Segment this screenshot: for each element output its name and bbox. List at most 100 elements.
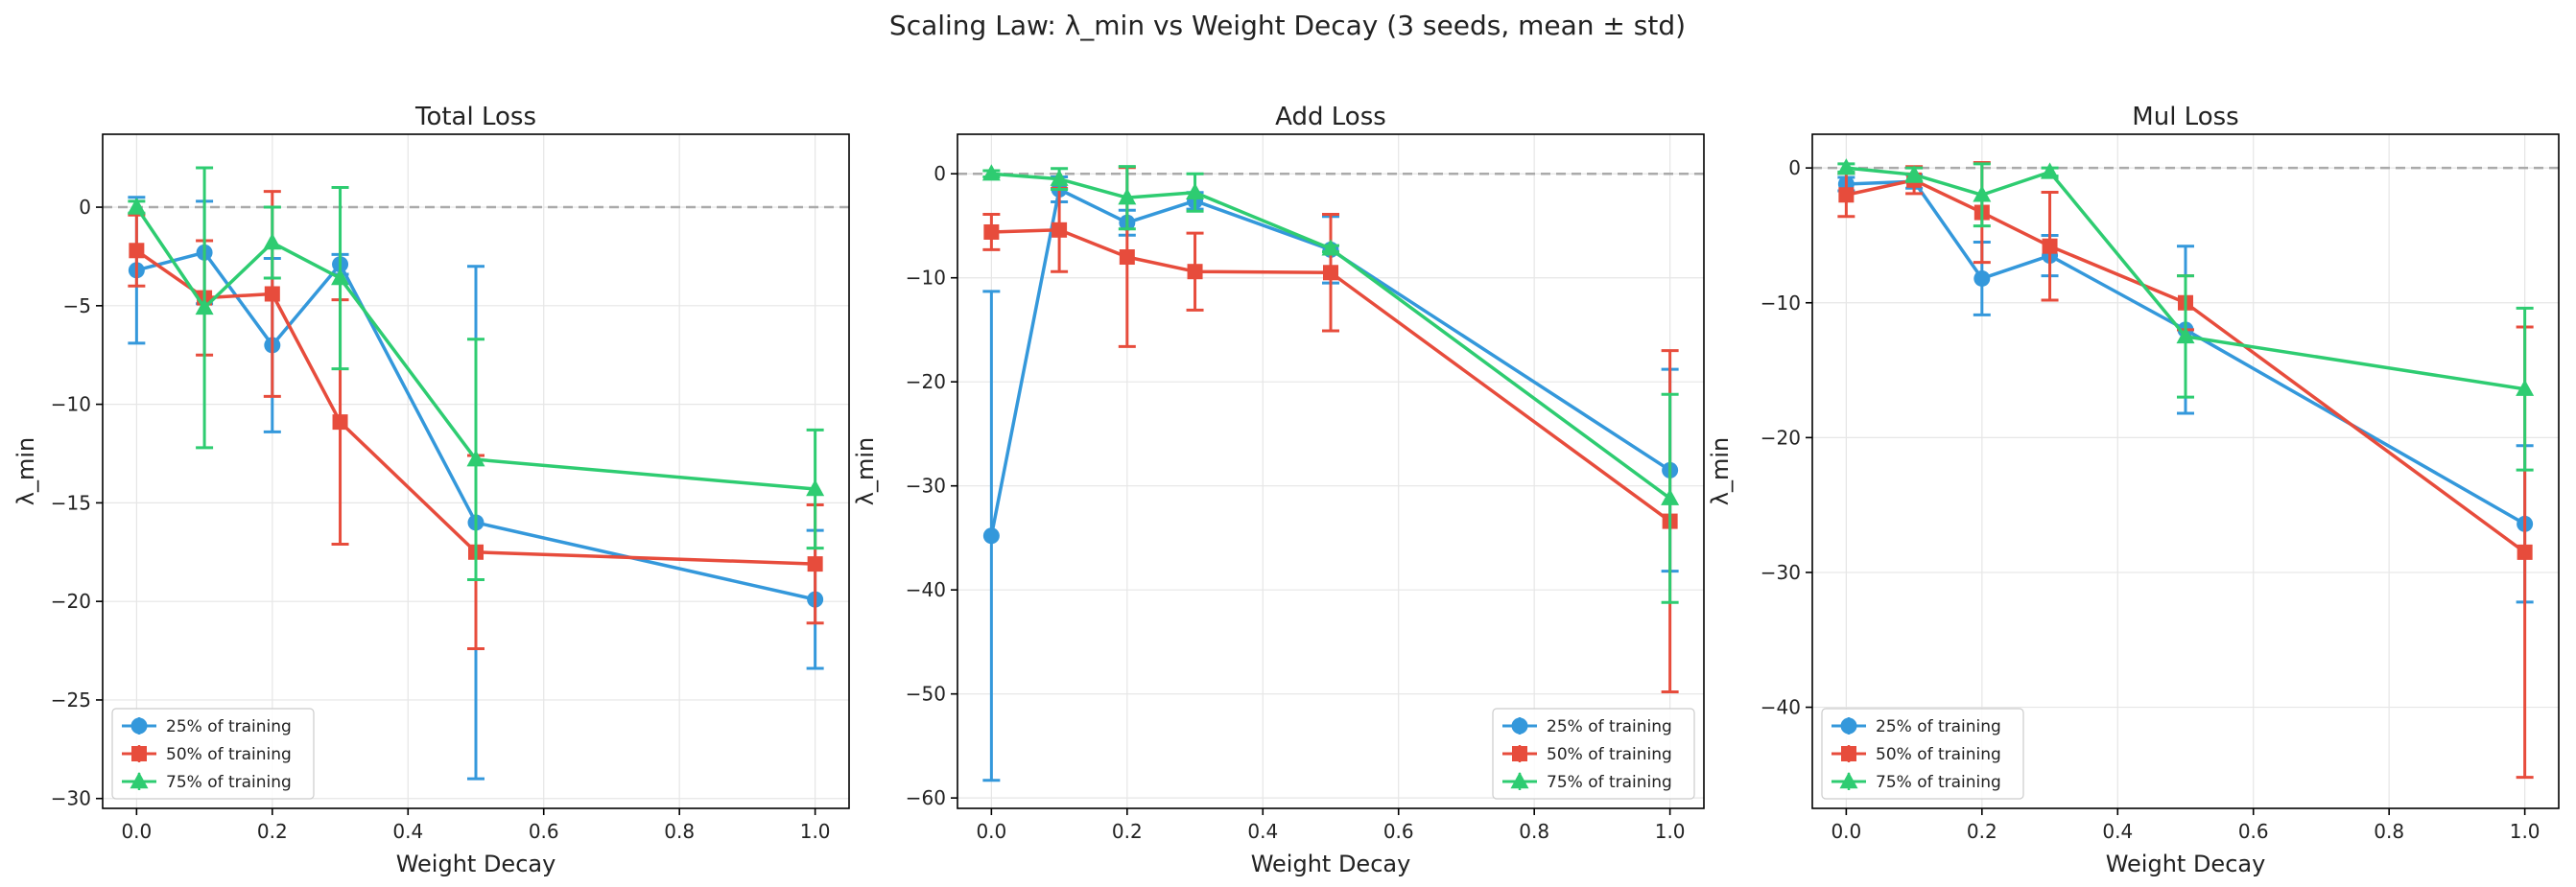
data-point (1321, 239, 1340, 256)
legend-marker (130, 772, 149, 789)
legend-handle-50-of-training (1502, 745, 1537, 762)
figure-title: Scaling Law: λ_min vs Weight Decay (3 se… (889, 10, 1686, 41)
data-point (263, 233, 282, 250)
data-point (1050, 169, 1069, 186)
x-axis-label: Weight Decay (2106, 851, 2266, 877)
data-point (1836, 158, 1855, 175)
x-tick-label: 0.8 (2374, 820, 2404, 843)
series-line (991, 228, 1671, 523)
panel-total-loss: 0.0 0.2 0.4 0.6 0.8 1.0 0 −5 −10 −15 −20 −25 −30 Tota… (12, 103, 850, 877)
data-point (1661, 488, 1680, 505)
data-point (1186, 182, 1205, 199)
legend-marker (131, 746, 147, 761)
y-tick-label: −20 (51, 590, 91, 613)
x-tick-label: 0.6 (1383, 820, 1414, 843)
panel-add-loss: 0.0 0.2 0.4 0.6 0.8 1.0 0 −10 −20 −30 −40 −50 −60 Add… (852, 103, 1705, 877)
series-75-of-training (127, 166, 825, 582)
y-tick-label: −10 (51, 393, 91, 416)
y-tick-label: −25 (51, 689, 91, 712)
legend-marker (1511, 717, 1528, 735)
y-tick-label: −30 (1761, 561, 1801, 584)
legend-handle-25-of-training (122, 717, 156, 735)
data-point (807, 556, 823, 572)
data-point (1052, 222, 1068, 238)
legend-handle-75-of-training (1832, 772, 1866, 790)
legend-marker (1512, 746, 1527, 761)
data-point (981, 164, 1001, 181)
series-line (991, 172, 1671, 501)
x-tick-label: 0.8 (1519, 820, 1549, 843)
data-point (2176, 326, 2195, 344)
series-75-of-training (1836, 158, 2535, 472)
data-point (1187, 264, 1203, 280)
panel-mul-loss: 0.0 0.2 0.4 0.6 0.8 1.0 0 −10 −20 −30 −40 Mul Loss W… (1707, 103, 2560, 877)
x-tick-label: 1.0 (2510, 820, 2541, 843)
data-point (129, 243, 145, 259)
legend-label: 25% of training (1547, 717, 1672, 736)
x-tick-label: 0.2 (257, 820, 288, 843)
series-line (135, 250, 816, 601)
data-point (983, 223, 1000, 240)
data-point (1973, 269, 1991, 287)
x-tick-label: 0.2 (1967, 820, 1997, 843)
y-tick-label: −15 (51, 491, 91, 514)
data-point (331, 268, 350, 286)
legend-box (1492, 708, 1695, 800)
x-tick-label: 0.8 (664, 820, 695, 843)
data-point (982, 527, 1000, 545)
data-point (1323, 265, 1338, 281)
data-point (1973, 185, 1992, 202)
y-tick-label: −10 (1761, 292, 1801, 315)
x-tick-label: 0.2 (1112, 820, 1143, 843)
y-tick-label: −20 (1761, 426, 1801, 449)
legend-handle-50-of-training (122, 745, 156, 762)
x-axis-label: Weight Decay (396, 851, 556, 877)
x-tick-label: 0.0 (1831, 820, 1861, 843)
axes-frame (102, 133, 850, 809)
legend-handle-25-of-training (1502, 717, 1537, 735)
y-tick-label: −30 (906, 475, 946, 498)
y-axis-label: λ_min (852, 437, 879, 505)
y-tick-label: 0 (934, 162, 946, 185)
data-point (332, 414, 348, 431)
legend-marker (1841, 746, 1856, 761)
y-tick-label: −60 (906, 786, 946, 809)
legend-marker (1510, 772, 1529, 789)
series-line (134, 206, 815, 491)
data-point (2042, 238, 2058, 254)
x-tick-label: 1.0 (1655, 820, 1686, 843)
y-tick-label: −50 (906, 683, 946, 706)
x-tick-label: 0.6 (529, 820, 559, 843)
y-tick-label: −20 (906, 370, 946, 393)
data-point (2041, 162, 2060, 179)
legend-box (1821, 708, 2024, 800)
y-tick-label: 0 (79, 196, 91, 219)
legend-label: 25% of training (1876, 717, 2001, 736)
legend-label: 50% of training (1547, 745, 1672, 764)
series-75-of-training (981, 164, 1680, 604)
x-tick-label: 0.4 (1247, 820, 1278, 843)
panel-title: Mul Loss (2132, 103, 2238, 131)
legend-label: 75% of training (1876, 773, 2001, 792)
series-line (1846, 166, 2525, 391)
y-tick-label: −40 (1761, 696, 1801, 719)
data-point (127, 198, 146, 215)
data-point (1838, 187, 1855, 203)
legend-handle-25-of-training (1832, 717, 1866, 735)
y-tick-label: −30 (51, 787, 91, 810)
legend: 25% of training 50% of training 75% of tra… (1821, 708, 2024, 800)
legend: 25% of training 50% of training 75% of tra… (1492, 708, 1695, 800)
data-point (466, 450, 485, 467)
y-tick-label: −5 (63, 294, 91, 317)
x-tick-label: 0.4 (2102, 820, 2133, 843)
data-point (1904, 165, 1924, 182)
x-tick-label: 0.0 (121, 820, 152, 843)
legend-label: 50% of training (166, 745, 292, 764)
x-axis-label: Weight Decay (1251, 851, 1411, 877)
legend-label: 75% of training (166, 773, 292, 792)
x-tick-label: 0.6 (2238, 820, 2269, 843)
legend-handle-75-of-training (1502, 772, 1537, 790)
legend-label: 75% of training (1547, 773, 1672, 792)
